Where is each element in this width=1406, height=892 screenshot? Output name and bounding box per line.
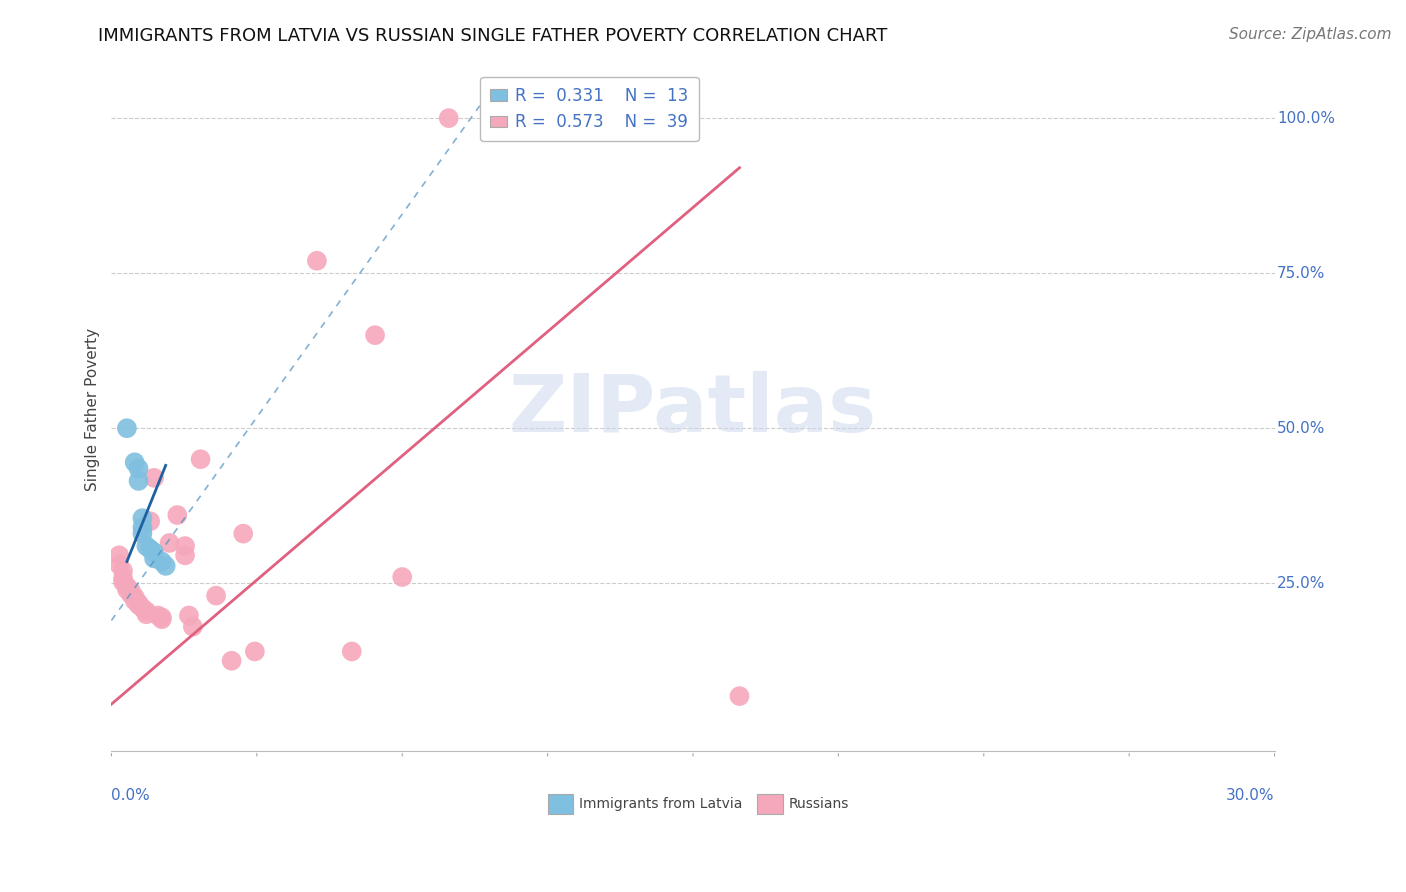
Point (150, 610, 173, 624)
Point (305, 253, 328, 268)
Point (120, 587, 142, 601)
Point (166, 508, 188, 522)
Text: 25.0%: 25.0% (1277, 575, 1326, 591)
FancyBboxPatch shape (547, 794, 574, 814)
Text: Russians: Russians (789, 797, 849, 811)
Point (108, 558, 131, 572)
Point (364, 328, 387, 343)
Point (131, 526, 153, 541)
Point (124, 590, 146, 604)
Text: Source: ZipAtlas.com: Source: ZipAtlas.com (1229, 27, 1392, 42)
Point (139, 514, 162, 528)
Point (391, 570, 413, 584)
Point (135, 607, 157, 622)
Point (181, 620, 204, 634)
Point (128, 598, 150, 612)
Point (124, 593, 146, 607)
Point (616, 114, 638, 128)
Point (190, 452, 212, 467)
Point (146, 608, 169, 623)
FancyBboxPatch shape (756, 794, 783, 814)
Point (112, 564, 135, 578)
Point (155, 558, 177, 573)
Point (131, 601, 153, 615)
Point (437, 111, 460, 125)
Point (143, 471, 166, 485)
Point (139, 542, 162, 557)
Point (143, 551, 166, 566)
Point (124, 455, 146, 469)
Point (108, 549, 131, 563)
Text: ZIPatlas: ZIPatlas (509, 370, 877, 449)
Point (221, 654, 243, 668)
Point (135, 604, 157, 618)
Text: 30.0%: 30.0% (1226, 789, 1275, 803)
Point (112, 574, 135, 589)
Point (112, 571, 135, 585)
Point (120, 583, 142, 598)
Point (243, 644, 266, 658)
Point (128, 461, 150, 475)
Point (115, 579, 138, 593)
Point (131, 520, 153, 534)
Text: 75.0%: 75.0% (1277, 266, 1326, 281)
Point (205, 589, 228, 603)
Point (340, 644, 363, 658)
Point (150, 555, 173, 569)
Point (174, 539, 197, 553)
Y-axis label: Single Father Poverty: Single Father Poverty (86, 328, 100, 491)
Point (135, 539, 157, 553)
Legend: R =  0.331    N =  13, R =  0.573    N =  39: R = 0.331 N = 13, R = 0.573 N = 39 (481, 77, 699, 141)
Point (728, 689, 751, 703)
Text: 0.0%: 0.0% (111, 789, 150, 803)
Point (143, 545, 166, 559)
Point (115, 582, 138, 597)
Point (115, 421, 138, 435)
Point (131, 511, 153, 525)
Point (174, 549, 197, 563)
Point (177, 608, 200, 623)
Text: IMMIGRANTS FROM LATVIA VS RUSSIAN SINGLE FATHER POVERTY CORRELATION CHART: IMMIGRANTS FROM LATVIA VS RUSSIAN SINGLE… (98, 27, 887, 45)
Text: 50.0%: 50.0% (1277, 421, 1326, 435)
Point (159, 536, 181, 550)
Text: Immigrants from Latvia: Immigrants from Latvia (579, 797, 742, 811)
Point (128, 596, 150, 610)
Point (150, 612, 173, 626)
Point (232, 526, 254, 541)
Point (128, 474, 150, 488)
Text: 100.0%: 100.0% (1277, 111, 1334, 126)
